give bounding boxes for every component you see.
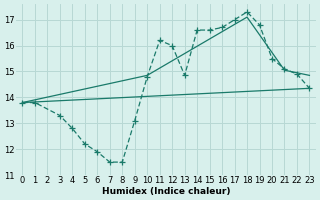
X-axis label: Humidex (Indice chaleur): Humidex (Indice chaleur) [102,187,230,196]
